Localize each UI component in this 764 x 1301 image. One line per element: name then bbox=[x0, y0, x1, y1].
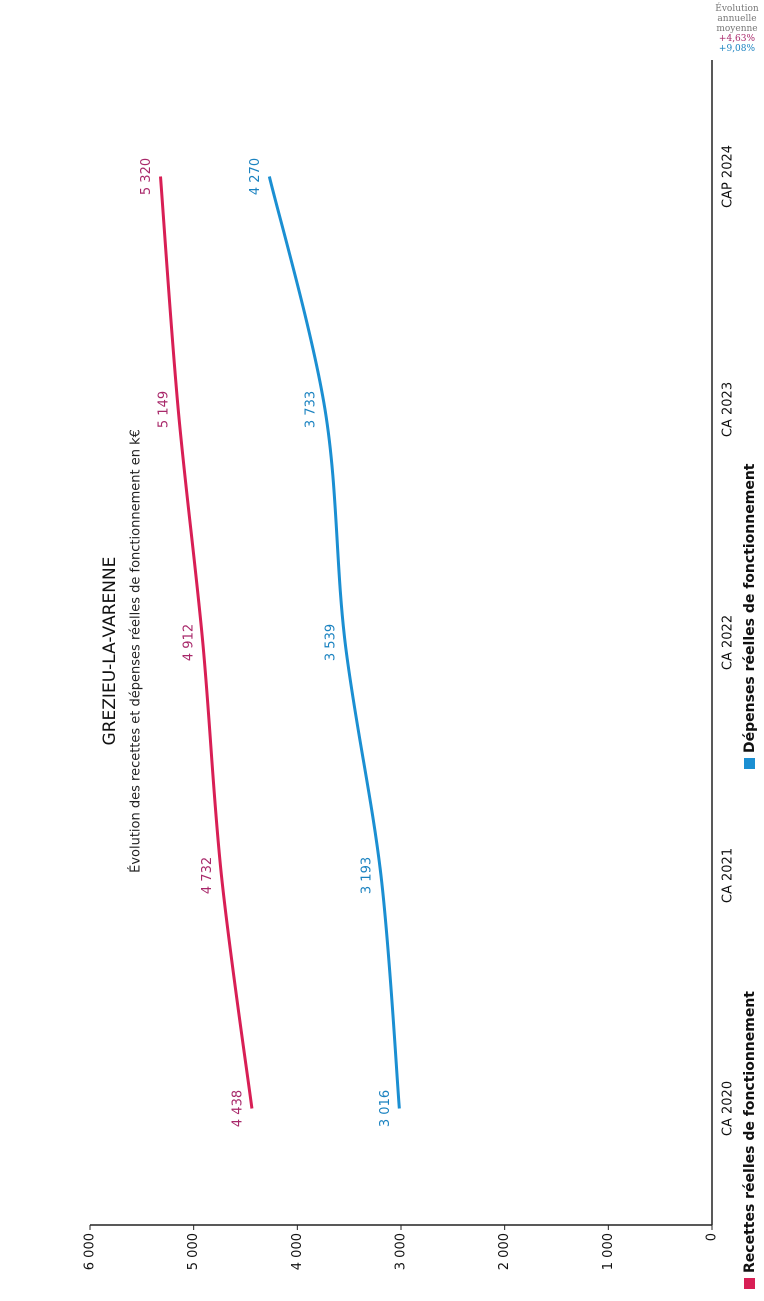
annotation-value: +9,08% bbox=[718, 44, 756, 54]
legend-label: Dépenses réelles de fonctionnement bbox=[742, 463, 758, 753]
data-label: 5 149 bbox=[157, 391, 172, 428]
annotation-title: Évolution annuelle moyenne bbox=[715, 4, 759, 34]
chart-title: GREZIEU-LA-VARENNE bbox=[100, 557, 120, 746]
y-tick-label: 3 000 bbox=[394, 1233, 409, 1270]
y-tick-label: 2 000 bbox=[497, 1233, 512, 1270]
data-label: 4 912 bbox=[181, 624, 196, 661]
series-line bbox=[267, 176, 401, 1109]
annotation: Évolution annuelle moyenne +4,63% +9,08% bbox=[712, 4, 762, 54]
x-tick-label: CAP 2024 bbox=[721, 145, 736, 208]
y-tick-label: 4 000 bbox=[290, 1233, 305, 1270]
y-tick-label: 1 000 bbox=[601, 1233, 616, 1270]
series-line bbox=[158, 176, 254, 1109]
data-label: 3 016 bbox=[378, 1090, 393, 1127]
data-label: 3 193 bbox=[359, 857, 374, 894]
legend-swatch bbox=[744, 758, 755, 769]
legend-label: Recettes réelles de fonctionnement bbox=[742, 991, 758, 1273]
x-tick-label: CA 2023 bbox=[721, 382, 736, 437]
chart-subtitle: Évolution des recettes et dépenses réell… bbox=[128, 429, 144, 873]
data-label: 4 270 bbox=[248, 158, 263, 195]
data-label: 4 732 bbox=[200, 857, 215, 894]
data-label: 5 320 bbox=[139, 158, 154, 195]
x-tick-label: CA 2022 bbox=[721, 615, 736, 670]
data-label: 4 438 bbox=[230, 1090, 245, 1127]
x-tick-label: CA 2020 bbox=[721, 1081, 736, 1136]
y-tick-label: 5 000 bbox=[186, 1233, 201, 1270]
annotation-value: +4,63% bbox=[718, 34, 756, 44]
y-tick-label: 0 bbox=[705, 1233, 720, 1241]
data-label: 3 733 bbox=[304, 391, 319, 428]
y-tick-label: 6 000 bbox=[83, 1233, 98, 1270]
rotated-chart: GREZIEU-LA-VARENNE Évolution des recette… bbox=[83, 60, 758, 1289]
legend-swatch bbox=[744, 1278, 755, 1289]
data-label: 3 539 bbox=[324, 624, 339, 661]
x-tick-label: CA 2021 bbox=[721, 848, 736, 903]
